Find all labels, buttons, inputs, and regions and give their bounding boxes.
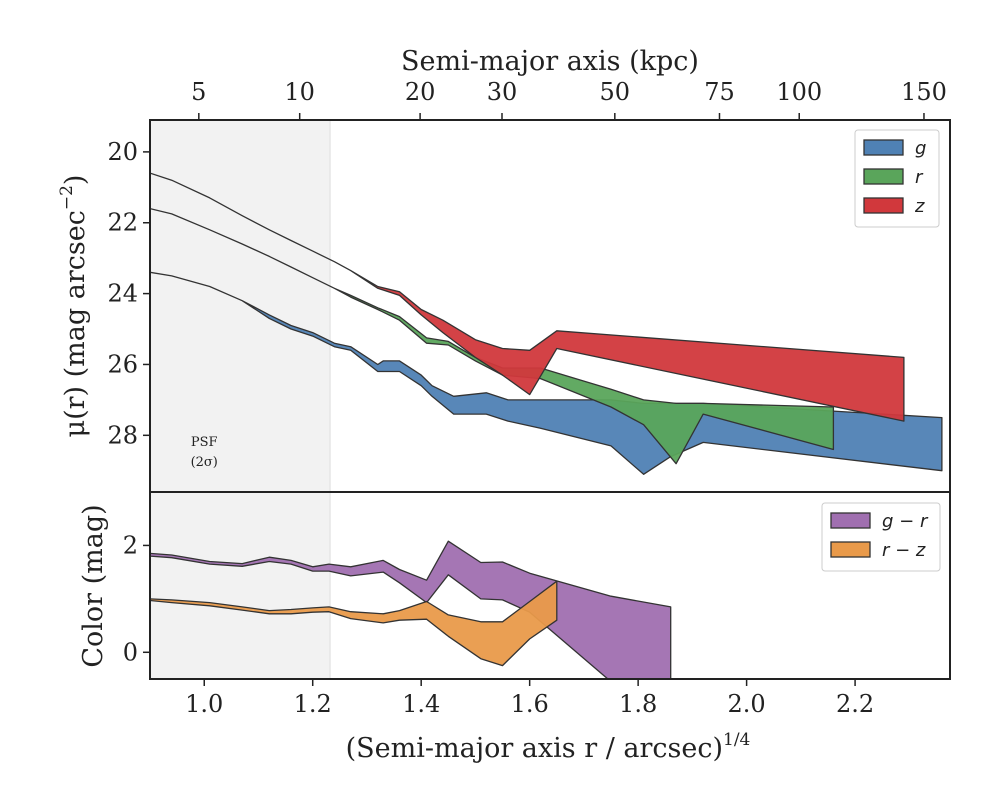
legend-label: r − z (882, 540, 926, 561)
top-panel: 20 22 24 26 28 5 10 20 30 50 75 100 150 PSF (2σ) gr… (107, 78, 951, 493)
top-y-tick-label: 26 (107, 350, 138, 378)
top-y-tick-label: 24 (107, 280, 138, 308)
bottom-legend: g − r r − z (821, 502, 941, 572)
bottom-x-tick-label: 2.0 (728, 690, 766, 718)
legend-swatch (863, 168, 904, 185)
band-rz-1 (150, 580, 558, 667)
bottom-y-ticks: 02 (123, 531, 150, 666)
top-series-group (150, 172, 943, 475)
top-kpc-tick-label: 50 (600, 78, 631, 106)
legend-label: g − r (882, 511, 929, 532)
bottom-x-axis-title: (Semi-major axis r / arcsec)1/4 (346, 730, 751, 764)
bottom-panel-frame (149, 491, 951, 680)
y-axis-title-close: ) (60, 175, 91, 186)
bottom-x-tick-label: 1.0 (185, 690, 223, 718)
y-axis-title-main: μ(r) (mag arcsec (60, 210, 91, 437)
bottom-x-tick-label: 1.4 (402, 690, 440, 718)
band-gr-0 (150, 540, 672, 679)
bottom-x-tick-label: 1.6 (511, 690, 549, 718)
top-kpc-tick-label: 100 (776, 78, 822, 106)
top-y-tick-label: 20 (107, 138, 138, 166)
legend-swatch (863, 197, 904, 214)
bottom-x-tick-label: 1.2 (294, 690, 332, 718)
bottom-x-tick-label: 1.8 (619, 690, 657, 718)
bottom-panel: 02 1.0 1.2 1.4 1.6 1.8 2.0 2.2 g − rr − z (123, 491, 951, 718)
top-kpc-tick-label: 30 (487, 78, 518, 106)
top-y-ticks: 20 22 24 26 28 (107, 138, 150, 449)
bottom-x-ticks: 1.0 1.2 1.4 1.6 1.8 2.0 2.2 (185, 679, 874, 718)
bottom-y-axis-title: Color (mag) (78, 504, 109, 667)
top-kpc-tick-label: 150 (901, 78, 947, 106)
legend-label: z (914, 196, 925, 217)
band-z-2 (150, 172, 905, 422)
legend-label: g (915, 138, 926, 159)
bottom-y-tick-label: 2 (123, 531, 138, 559)
top-kpc-tick-label: 10 (284, 78, 315, 106)
top-kpc-ticks: 5 10 20 30 50 75 100 150 (191, 78, 947, 120)
x-axis-title-super: 1/4 (723, 730, 750, 750)
top-kpc-tick-label: 5 (191, 78, 206, 106)
top-x-axis-title: Semi-major axis (kpc) (401, 46, 699, 77)
top-legend: grz (854, 129, 940, 228)
y-axis-title-super: −2 (57, 185, 77, 210)
psf-label-line1: PSF (191, 435, 218, 450)
top-y-tick-label: 28 (107, 421, 138, 449)
legend-swatch (863, 139, 904, 156)
psf-shaded-region-top (150, 120, 331, 492)
bottom-y-tick-label: 0 (123, 638, 138, 666)
bottom-series-group (150, 540, 672, 679)
legend-swatch (830, 512, 871, 529)
legend-swatch (830, 541, 871, 558)
bottom-x-tick-label: 2.2 (836, 690, 874, 718)
psf-label-line2: (2σ) (191, 455, 218, 470)
top-y-tick-label: 22 (107, 209, 138, 237)
x-axis-title-main: (Semi-major axis r / arcsec) (346, 733, 723, 764)
band-r-1 (150, 207, 835, 465)
legend-label: r (915, 167, 924, 188)
top-y-axis-title: μ(r) (mag arcsec−2) (57, 175, 91, 438)
top-kpc-tick-label: 20 (405, 78, 436, 106)
top-kpc-tick-label: 75 (704, 78, 735, 106)
psf-shaded-region-bottom (150, 492, 331, 679)
